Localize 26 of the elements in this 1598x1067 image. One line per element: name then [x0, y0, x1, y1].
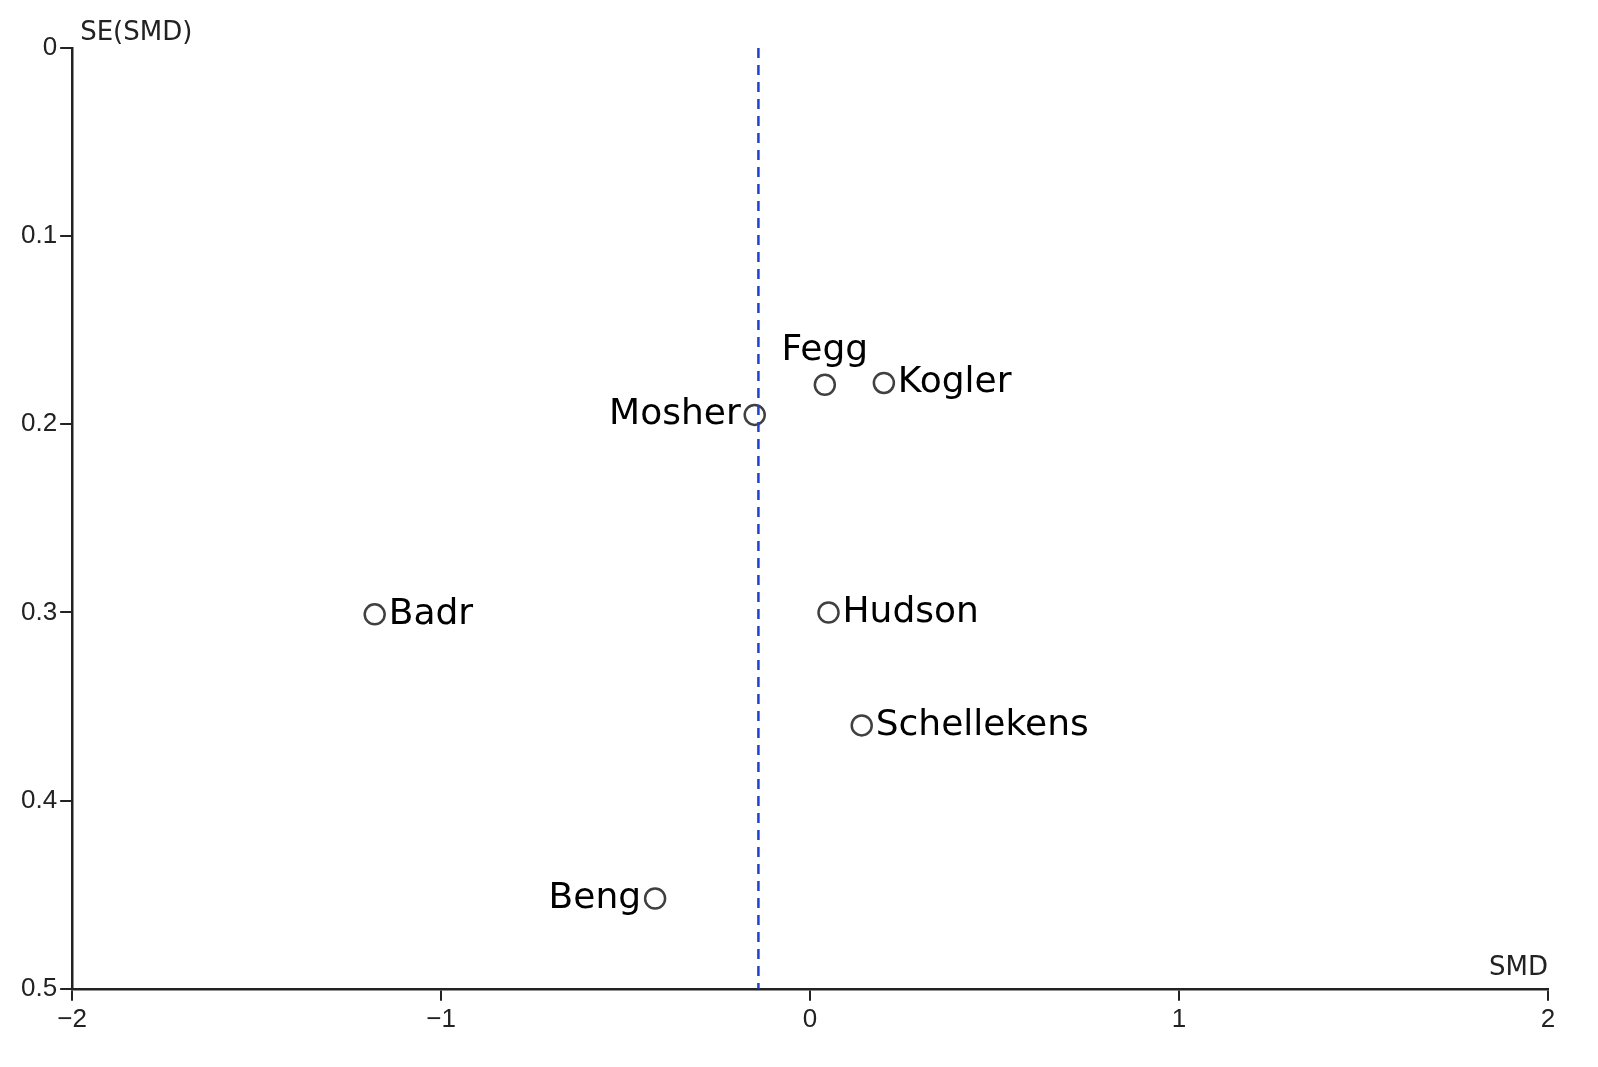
x-tick-label: 2	[1540, 1002, 1556, 1033]
y-tick-label: 0	[42, 31, 58, 62]
y-tick-label: 0.1	[20, 219, 58, 250]
x-tick-label: −2	[57, 1002, 87, 1033]
annotation: Mosher	[609, 391, 741, 433]
annotation: Kogler	[897, 359, 1012, 401]
annotation: Fegg	[781, 327, 869, 369]
point	[817, 601, 840, 624]
point	[643, 887, 667, 910]
point	[850, 714, 873, 737]
point	[872, 371, 896, 395]
y-tick-label: 0.3	[20, 595, 58, 626]
x-tick-label: −1	[426, 1002, 456, 1033]
point	[363, 603, 386, 626]
y-tick-label: 0.4	[20, 783, 58, 814]
x-axis-title: SMD	[1489, 950, 1548, 981]
y-axis-title: SE(SMD)	[80, 15, 193, 46]
x-tick-label: 0	[802, 1002, 818, 1033]
point	[813, 373, 837, 397]
y-tick-label: 0.5	[20, 971, 58, 1002]
x-tick-label: 1	[1171, 1002, 1187, 1033]
y-tick-label: 0.2	[20, 407, 58, 438]
annotation: Schellekens	[875, 701, 1089, 743]
annotation: Beng	[548, 874, 642, 916]
annotation: Badr	[388, 590, 474, 632]
annotation: Hudson	[842, 588, 979, 630]
